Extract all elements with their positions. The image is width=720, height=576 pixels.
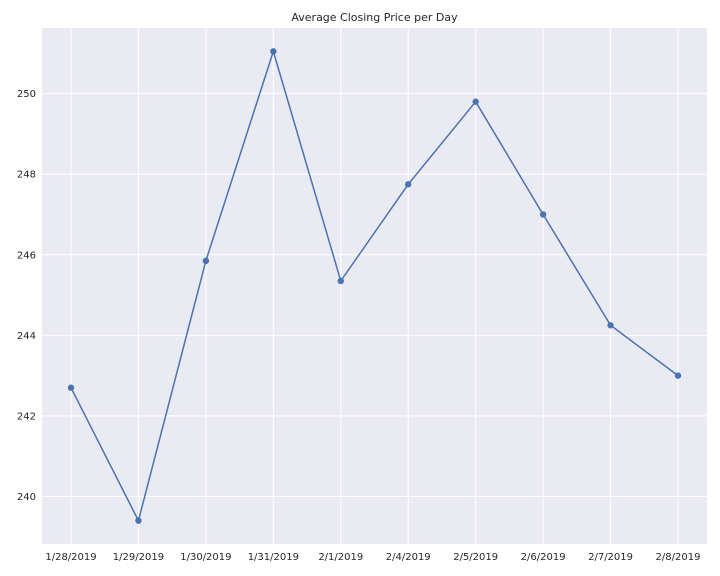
series-line	[70, 48, 679, 523]
x-axis-ticks: 1/28/2019 1/29/2019 1/30/2019 1/31/2019 2/1/…	[45, 552, 700, 563]
x-gridlines	[70, 28, 679, 544]
data-point	[67, 384, 75, 391]
x-tick-label: 2/6/2019	[521, 552, 566, 563]
y-tick-label: 246	[17, 250, 36, 261]
y-tick-label: 240	[17, 492, 36, 503]
x-tick-label: 2/4/2019	[386, 552, 431, 563]
data-points	[67, 48, 682, 524]
data-point	[539, 211, 547, 218]
data-point	[135, 517, 142, 524]
x-tick-label: 1/28/2019	[45, 552, 96, 563]
x-tick-label: 1/30/2019	[180, 552, 231, 563]
x-tick-label: 2/5/2019	[453, 552, 498, 563]
chart-title: Average Closing Price per Day	[291, 11, 458, 24]
plot-area	[42, 28, 707, 544]
x-tick-label: 1/31/2019	[248, 552, 299, 563]
data-point	[472, 98, 479, 105]
x-tick-label: 2/7/2019	[588, 552, 633, 563]
x-tick-label: 2/8/2019	[656, 552, 701, 563]
y-tick-label: 242	[17, 411, 36, 422]
y-tick-label: 244	[17, 331, 36, 342]
y-axis-ticks: 240 242 244 246 248 250	[17, 89, 36, 503]
data-point	[270, 48, 277, 55]
y-tick-label: 250	[17, 89, 36, 100]
data-point	[337, 277, 344, 285]
data-point	[405, 181, 412, 188]
data-point	[607, 322, 614, 329]
data-point	[202, 257, 210, 265]
x-tick-label: 1/29/2019	[113, 552, 164, 563]
y-gridlines	[42, 93, 707, 497]
y-tick-label: 248	[17, 170, 36, 181]
data-point	[674, 372, 682, 379]
x-tick-label: 2/1/2019	[318, 552, 363, 563]
